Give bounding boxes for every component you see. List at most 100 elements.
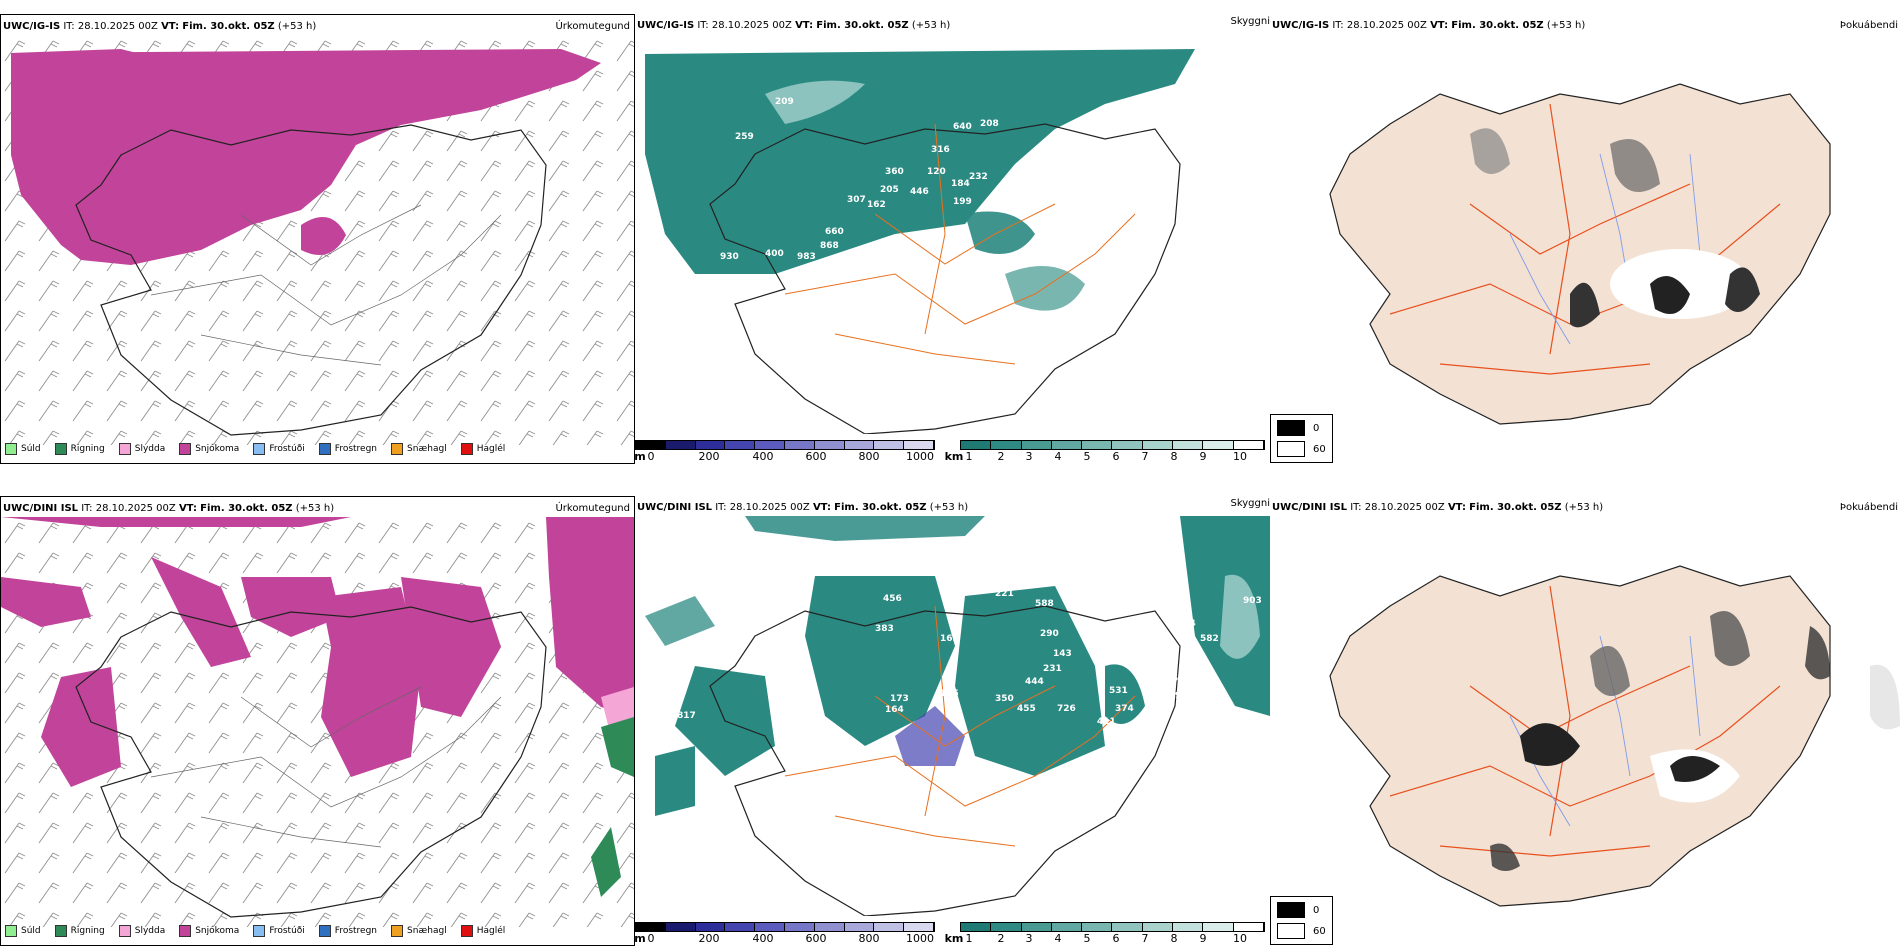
- cloud-base-ticks: m 0 200 400 600 800 1000: [635, 450, 935, 464]
- panel-title: Skyggni: [1230, 498, 1270, 509]
- fog-legend: 0 60: [1270, 414, 1333, 463]
- cloud-label: 120: [927, 167, 946, 177]
- fog-legend: 0 60: [1270, 896, 1333, 945]
- cloud-label: 531: [1109, 686, 1128, 696]
- tick-label: 400: [752, 932, 774, 945]
- tick-label: 1000: [906, 450, 934, 463]
- panel-header: UWC/DINI ISL IT: 28.10.2025 00Z VT: Fim.…: [1272, 502, 1604, 513]
- cloud-label: 446: [910, 187, 929, 197]
- tick-label: 800: [858, 450, 880, 463]
- cloud-label: 175: [940, 689, 959, 699]
- legend-item-snaehagl: Snæhagl: [391, 443, 447, 455]
- legend-item-rigning: Rigning: [54, 443, 105, 455]
- fog-legend-item: 60: [1277, 441, 1326, 457]
- iceland-outline: [709, 123, 1181, 434]
- cloud-base-strip: [635, 440, 935, 450]
- legend-item-frostregn: Frostregn: [318, 443, 377, 455]
- tick-label: 2: [997, 450, 1005, 463]
- tick-label: 200: [698, 932, 720, 945]
- panel-title: Þokuábendi: [1839, 502, 1898, 513]
- cloud-label: 383: [875, 624, 894, 634]
- iceland-land: [1329, 565, 1831, 907]
- precip-legend: Súld Rigning Slydda Snjókoma Frostúði Fr…: [5, 443, 519, 455]
- cloud-label: 541: [1091, 644, 1110, 654]
- fog-legend-item: 0: [1277, 420, 1326, 436]
- legend-item-slydda: Slydda: [118, 925, 165, 937]
- iceland-outline: [75, 606, 547, 918]
- visibility-map: 140 587 162 456 274 221 588 281 383 165 …: [645, 516, 1270, 916]
- tick-label: 1: [965, 932, 973, 945]
- tick-label: 3: [1025, 450, 1033, 463]
- cloud-base-ticks: m 0 200 400 600 800 1000: [635, 932, 935, 946]
- cloud-label: 582: [1200, 634, 1219, 644]
- tick-label: 800: [858, 932, 880, 945]
- cloud-label: 360: [885, 167, 904, 177]
- tick-label: 6: [1112, 932, 1120, 945]
- cloud-label: 259: [735, 132, 754, 142]
- legend-item-snjokoma: Snjókoma: [179, 443, 239, 455]
- fog-index-panel-2: UWC/DINI ISL IT: 28.10.2025 00Z VT: Fim.…: [1270, 496, 1900, 946]
- cloud-label: 411: [1097, 717, 1116, 727]
- cloud-base-colorbar: m 0 200 400 600 800 1000: [635, 922, 935, 946]
- cloud-label: 903: [1243, 596, 1262, 606]
- tick-label: 1: [965, 450, 973, 463]
- unit-label: m: [635, 932, 646, 945]
- tick-label: 6: [1112, 450, 1120, 463]
- cloud-label: 455: [1017, 704, 1036, 714]
- roads: [1389, 103, 1781, 375]
- cloud-label: 456: [883, 594, 902, 604]
- tick-label: 5: [1083, 932, 1091, 945]
- cloud-label: 281: [945, 604, 964, 614]
- cloud-label: 199: [953, 197, 972, 207]
- cloud-label: 660: [825, 227, 844, 237]
- fog-index-panel-1: UWC/IG-IS IT: 28.10.2025 00Z VT: Fim. 30…: [1270, 14, 1900, 464]
- legend-item-rigning: Rigning: [54, 925, 105, 937]
- tick-label: 10: [1233, 932, 1247, 945]
- tick-label: 0: [647, 932, 655, 945]
- cloud-label: 374: [1115, 704, 1134, 714]
- cloud-label: 209: [775, 97, 794, 107]
- fog-legend-item: 0: [1277, 902, 1326, 918]
- legend-item-haglel: Haglél: [460, 443, 505, 455]
- visibility-panel-1: UWC/IG-IS IT: 28.10.2025 00Z VT: Fim. 30…: [635, 14, 1270, 464]
- precip-type-panel-1: UWC/IG-IS IT: 28.10.2025 00Z VT: Fim. 30…: [0, 14, 635, 464]
- legend-item-sudd: Súld: [5, 443, 41, 455]
- visibility-map: 209 259 640 208 316 360 120 232 205 446 …: [645, 49, 1195, 434]
- cloud-label: 162: [790, 594, 809, 604]
- iceland-outline: [709, 605, 1181, 916]
- tick-label: 0: [647, 450, 655, 463]
- cloud-label: 350: [995, 694, 1014, 704]
- cloud-label: 983: [797, 252, 816, 262]
- legend-item-haglel: Haglél: [460, 925, 505, 937]
- cloud-label: 674: [1177, 619, 1196, 629]
- panel-title: Úrkomutegund: [555, 21, 630, 32]
- cloud-label: 588: [1035, 599, 1054, 609]
- cloud-label: 165: [940, 634, 959, 644]
- cloud-label: 162: [867, 200, 886, 210]
- fog-map: [1329, 83, 1831, 425]
- cloud-base-labels: 140 587 162 456 274 221 588 281 383 165 …: [665, 559, 1262, 751]
- fog-map: [1329, 565, 1900, 907]
- precip-legend: Súld Rigning Slydda Snjókoma Frostúði Fr…: [5, 925, 519, 937]
- legend-item-frostudi: Frostúði: [253, 443, 305, 455]
- cloud-label: 205: [880, 185, 899, 195]
- panel-header: UWC/IG-IS IT: 28.10.2025 00Z VT: Fim. 30…: [1272, 20, 1586, 31]
- panel-header: UWC/DINI ISL IT: 28.10.2025 00Z VT: Fim.…: [637, 502, 969, 513]
- cloud-label: 260: [1060, 309, 1079, 319]
- legend-item-sudd: Súld: [5, 925, 41, 937]
- panel-title: Þokuábendi: [1839, 20, 1898, 31]
- cloud-label: 232: [969, 172, 988, 182]
- visibility-strip: [960, 440, 1265, 450]
- cloud-label: 164: [885, 705, 904, 715]
- tick-label: 3: [1025, 932, 1033, 945]
- cloud-label: 173: [890, 694, 909, 704]
- cloud-label: 322: [665, 741, 684, 751]
- cloud-label: 231: [1043, 664, 1062, 674]
- legend-item-slydda: Slydda: [118, 443, 165, 455]
- legend-item-frostregn: Frostregn: [318, 925, 377, 937]
- unit-label: m: [635, 450, 646, 463]
- panel-header: UWC/IG-IS IT: 28.10.2025 00Z VT: Fim. 30…: [637, 20, 951, 31]
- tick-label: 600: [805, 932, 827, 945]
- cloud-label: 274: [955, 584, 974, 594]
- panel-header: UWC/IG-IS IT: 28.10.2025 00Z VT: Fim. 30…: [3, 21, 317, 32]
